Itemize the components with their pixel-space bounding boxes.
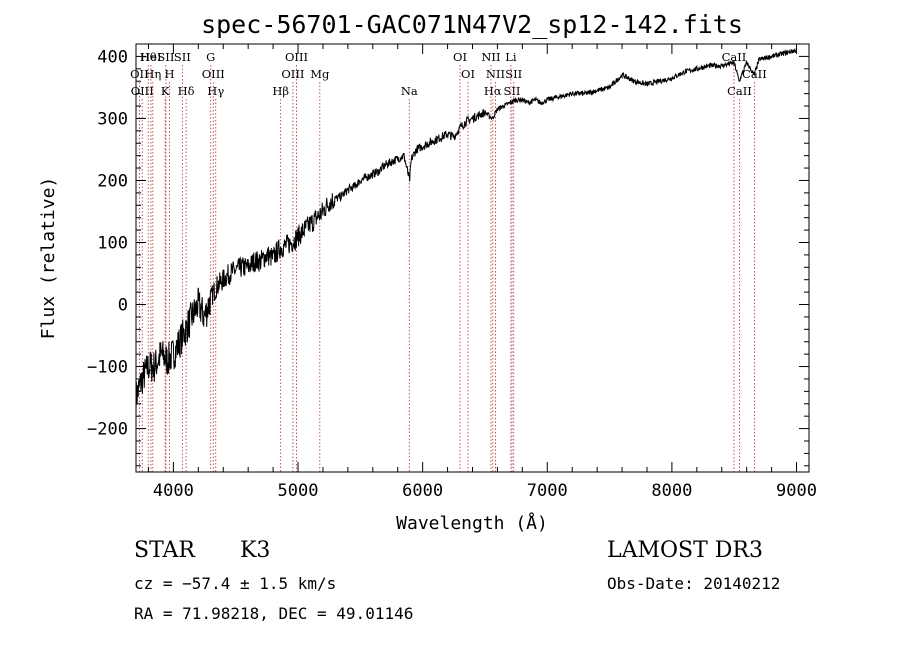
spectral-line-label: Na	[401, 84, 418, 98]
x-tick-label: 7000	[527, 481, 568, 501]
plot-frame	[135, 43, 810, 473]
spectral-line-label: Hη	[144, 67, 161, 81]
spectral-line-label: Hγ	[207, 84, 224, 98]
spectral-line-label: K	[161, 84, 170, 98]
y-tick-label: 400	[97, 47, 128, 67]
spectral-line-label: Li	[505, 50, 517, 64]
observation-date: Obs-Date: 20140212	[607, 574, 781, 593]
spectral-line-label: Mg	[310, 67, 330, 81]
spectral-line-label: OI	[461, 67, 475, 81]
y-tick-label: 300	[97, 109, 128, 129]
coordinates-text: RA = 71.98218, DEC = 49.01146	[134, 604, 414, 623]
object-subclass: K3	[240, 538, 271, 563]
y-tick-label: −100	[87, 358, 128, 378]
spectral-line-label: CaII	[722, 50, 747, 64]
spectral-lines-layer: Hθ OII OIII HeI HηK SII HHδ SII OIII Hγ G OIII Hβ OII…	[130, 50, 767, 472]
spectral-line-label: Hθ	[140, 50, 157, 64]
spectral-line-label: CaII	[727, 84, 752, 98]
spectral-line-label: OIII	[202, 67, 225, 81]
object-class: STAR	[134, 538, 195, 563]
spectral-line-label: SII	[157, 50, 174, 64]
spectral-line-label: OII	[130, 67, 149, 81]
spectral-line-label: OIII	[281, 67, 304, 81]
x-axis-label: Wavelength (Å)	[396, 512, 548, 534]
y-tick-label: −200	[87, 420, 128, 440]
x-tick-label: 8000	[651, 481, 692, 501]
spectral-line-label: NII	[486, 67, 505, 81]
redshift-text: cz = −57.4 ± 1.5 km/s	[134, 574, 337, 593]
spectral-line-label: OI	[453, 50, 467, 64]
x-tick-label: 5000	[278, 481, 319, 501]
axis-ticks-layer: 4000 5000 6000 7000 8000 9000 −200 −100 0 100 200 3…	[87, 43, 817, 501]
x-tick-label: 9000	[776, 481, 817, 501]
spectral-line-label: NII	[481, 50, 500, 64]
spectral-line-label: SII	[505, 67, 522, 81]
spectral-line-label: OIII	[285, 50, 308, 64]
spectral-line-label: OIII	[131, 84, 154, 98]
survey-name: LAMOST DR3	[607, 538, 763, 563]
flux-series-line	[136, 47, 797, 415]
spectral-line-label: Hδ	[178, 84, 195, 98]
spectral-line-label: HeI	[140, 50, 161, 64]
y-axis-label: Flux (relative)	[38, 177, 59, 340]
y-tick-label: 200	[97, 171, 128, 191]
y-tick-label: 100	[97, 233, 128, 253]
x-tick-label: 6000	[402, 481, 443, 501]
x-tick-label: 4000	[153, 481, 194, 501]
spectral-line-label: Hβ	[272, 84, 289, 98]
spectral-line-label: G	[206, 50, 215, 64]
chart-title: spec-56701-GAC071N47V2_sp12-142.fits	[201, 10, 743, 39]
spectral-line-label: Hα	[484, 84, 502, 98]
spectral-line-label: SII	[174, 50, 191, 64]
spectral-line-label: H	[165, 67, 175, 81]
y-tick-label: 0	[118, 296, 128, 316]
spectral-line-label: SII	[504, 84, 521, 98]
